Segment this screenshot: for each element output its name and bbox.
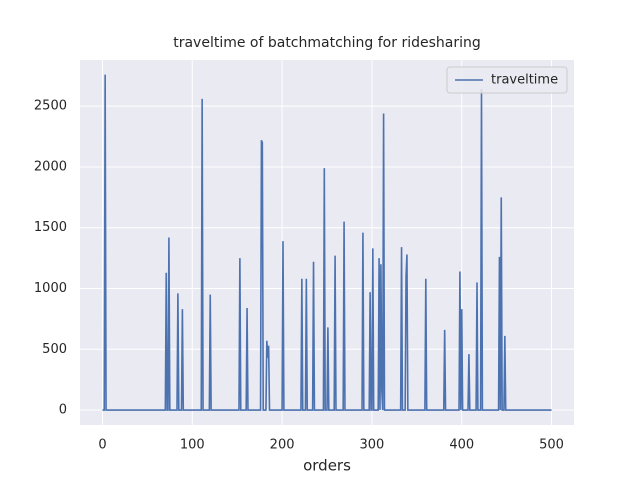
y-tick-label: 2500: [34, 99, 67, 114]
line: [102, 74, 552, 411]
x-axis-label: orders: [303, 457, 351, 475]
chart-title: traveltime of batchmatching for rideshar…: [173, 35, 481, 51]
x-tick-label: 300: [359, 438, 384, 453]
y-tick-label: 1000: [34, 281, 67, 296]
x-tick-label: 400: [449, 438, 474, 453]
y-tick-label: 0: [59, 403, 67, 418]
y-tick-label: 2000: [34, 159, 67, 174]
y-tick-label: 500: [42, 342, 67, 357]
legend-box: [446, 66, 568, 94]
x-tick-label: 0: [98, 438, 106, 453]
y-tick-label: 1500: [34, 220, 67, 235]
x-tick-label: 100: [180, 438, 205, 453]
x-tick-label: 500: [539, 438, 564, 453]
x-tick-label: 200: [270, 438, 295, 453]
legend-label: traveltime: [491, 73, 558, 88]
